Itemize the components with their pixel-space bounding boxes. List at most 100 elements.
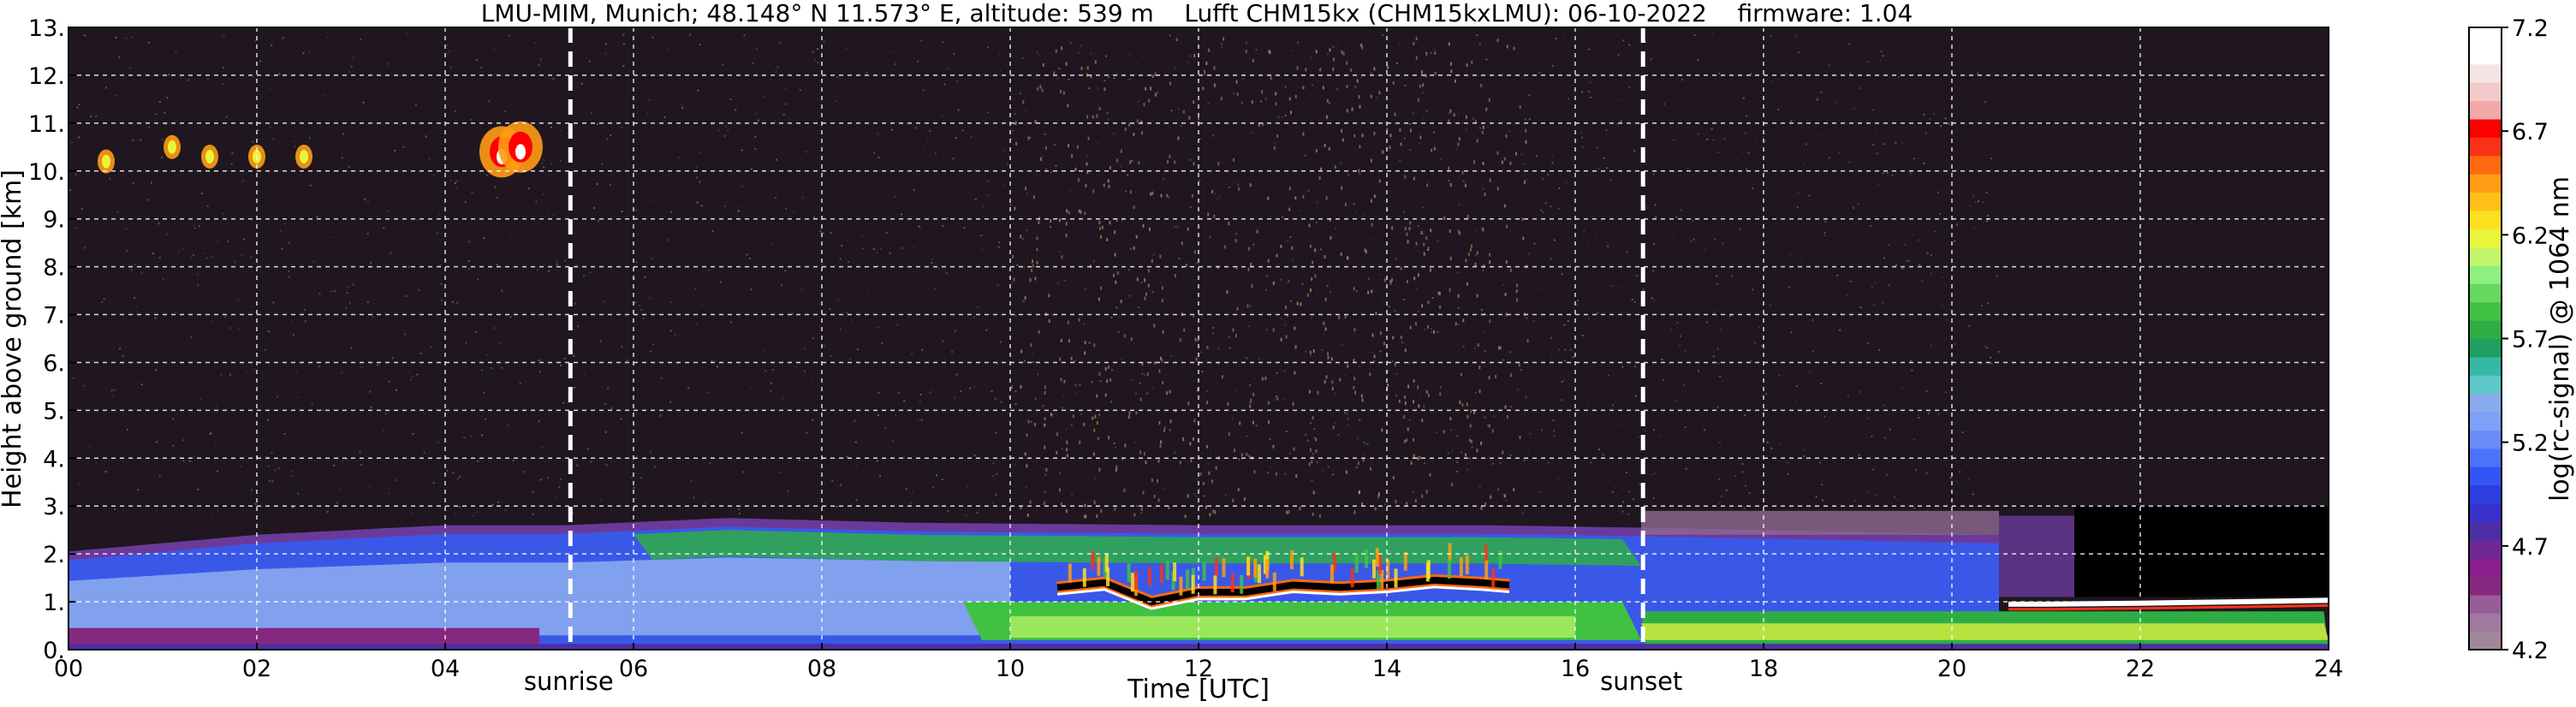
noise-speck xyxy=(471,192,473,193)
streak-speck xyxy=(1243,497,1246,502)
y-tick-label: 2. xyxy=(43,542,65,568)
noise-speck xyxy=(359,451,361,454)
noise-speck xyxy=(1758,326,1760,329)
y-tick-label: 11. xyxy=(28,111,65,138)
noise-speck xyxy=(1567,320,1569,322)
noise-speck xyxy=(1421,510,1424,513)
noise-speck xyxy=(336,502,338,504)
noise-speck xyxy=(1716,282,1719,285)
noise-speck xyxy=(1168,196,1170,199)
streak-speck xyxy=(1032,264,1034,268)
noise-speck xyxy=(901,247,904,249)
noise-speck xyxy=(1954,240,1956,242)
noise-speck xyxy=(1010,138,1013,140)
noise-speck xyxy=(1883,437,1886,439)
noise-speck xyxy=(640,477,642,479)
noise-speck xyxy=(806,431,808,434)
noise-speck xyxy=(437,232,439,235)
noise-speck xyxy=(1105,55,1107,57)
noise-speck xyxy=(1164,426,1166,429)
streak-speck xyxy=(1181,241,1183,246)
streak-speck xyxy=(1080,66,1083,70)
noise-speck xyxy=(1557,478,1560,480)
noise-speck xyxy=(1079,383,1081,386)
noise-speck xyxy=(1859,390,1861,393)
noise-speck xyxy=(532,490,534,493)
noise-speck xyxy=(648,99,651,102)
noise-speck xyxy=(1074,360,1076,363)
streak-speck xyxy=(1142,223,1145,228)
noise-speck xyxy=(477,278,479,281)
noise-speck xyxy=(1745,484,1747,487)
noise-speck xyxy=(1510,406,1513,408)
x-tick-label: 02 xyxy=(242,656,271,682)
noise-speck xyxy=(464,201,467,204)
noise-speck xyxy=(496,264,498,265)
noise-speck xyxy=(638,304,640,306)
noise-speck xyxy=(1431,297,1434,299)
noise-speck xyxy=(586,448,589,450)
noise-speck xyxy=(1542,211,1544,213)
noise-speck xyxy=(974,169,977,172)
streak-speck xyxy=(1387,383,1389,387)
noise-speck xyxy=(830,232,832,234)
noise-speck xyxy=(512,460,515,461)
noise-speck xyxy=(1925,132,1927,134)
noise-speck xyxy=(1305,350,1306,353)
noise-speck xyxy=(1056,282,1059,284)
cirrus-peak xyxy=(515,144,526,160)
streak-speck xyxy=(1476,139,1478,143)
streak-speck xyxy=(1061,255,1063,259)
x-tick-label: 00 xyxy=(54,656,83,682)
noise-speck xyxy=(1741,471,1744,473)
event-markers xyxy=(568,27,1645,650)
cirrus-core xyxy=(205,149,214,163)
noise-speck xyxy=(1182,440,1185,443)
noise-speck xyxy=(1219,196,1222,199)
noise-speck xyxy=(895,414,897,417)
noise-speck xyxy=(352,283,354,286)
noise-speck xyxy=(128,67,131,69)
noise-speck xyxy=(803,370,806,372)
noise-speck xyxy=(216,241,218,243)
noise-speck xyxy=(1286,315,1288,317)
streak-speck xyxy=(1270,76,1272,80)
streak-speck xyxy=(1157,498,1160,502)
streak-speck xyxy=(1443,216,1446,220)
noise-speck xyxy=(1095,212,1098,215)
streak-speck xyxy=(1078,318,1080,322)
noise-speck xyxy=(245,371,247,374)
streak-speck xyxy=(1430,229,1432,233)
streak-speck xyxy=(1085,184,1087,187)
streak-speck xyxy=(1094,415,1097,419)
noise-speck xyxy=(1356,437,1359,440)
noise-speck xyxy=(987,46,990,49)
noise-speck xyxy=(200,193,203,195)
streak-speck xyxy=(1078,209,1080,213)
noise-speck xyxy=(1439,158,1442,161)
streak-speck xyxy=(1370,199,1372,203)
streak-speck xyxy=(1026,464,1028,468)
colorbar-swatch xyxy=(2469,338,2502,358)
noise-speck xyxy=(1722,242,1724,245)
noise-speck xyxy=(119,348,122,350)
noise-speck xyxy=(1466,128,1467,130)
noise-speck xyxy=(283,223,286,225)
noise-speck xyxy=(1038,55,1041,56)
noise-speck xyxy=(250,305,253,307)
noise-speck xyxy=(1520,153,1523,156)
noise-speck xyxy=(1645,206,1647,209)
noise-speck xyxy=(1375,499,1377,502)
noise-speck xyxy=(885,232,888,235)
noise-speck xyxy=(1044,133,1046,135)
streak-speck xyxy=(1415,56,1418,60)
noise-speck xyxy=(596,123,598,126)
noise-speck xyxy=(95,115,98,117)
convective-plume xyxy=(1300,557,1304,577)
noise-speck xyxy=(1383,503,1386,505)
noise-speck xyxy=(541,163,544,164)
colorbar-swatch xyxy=(2469,594,2502,614)
streak-speck xyxy=(1353,510,1356,514)
streak-speck xyxy=(1427,247,1430,251)
streak-speck xyxy=(1144,296,1146,300)
